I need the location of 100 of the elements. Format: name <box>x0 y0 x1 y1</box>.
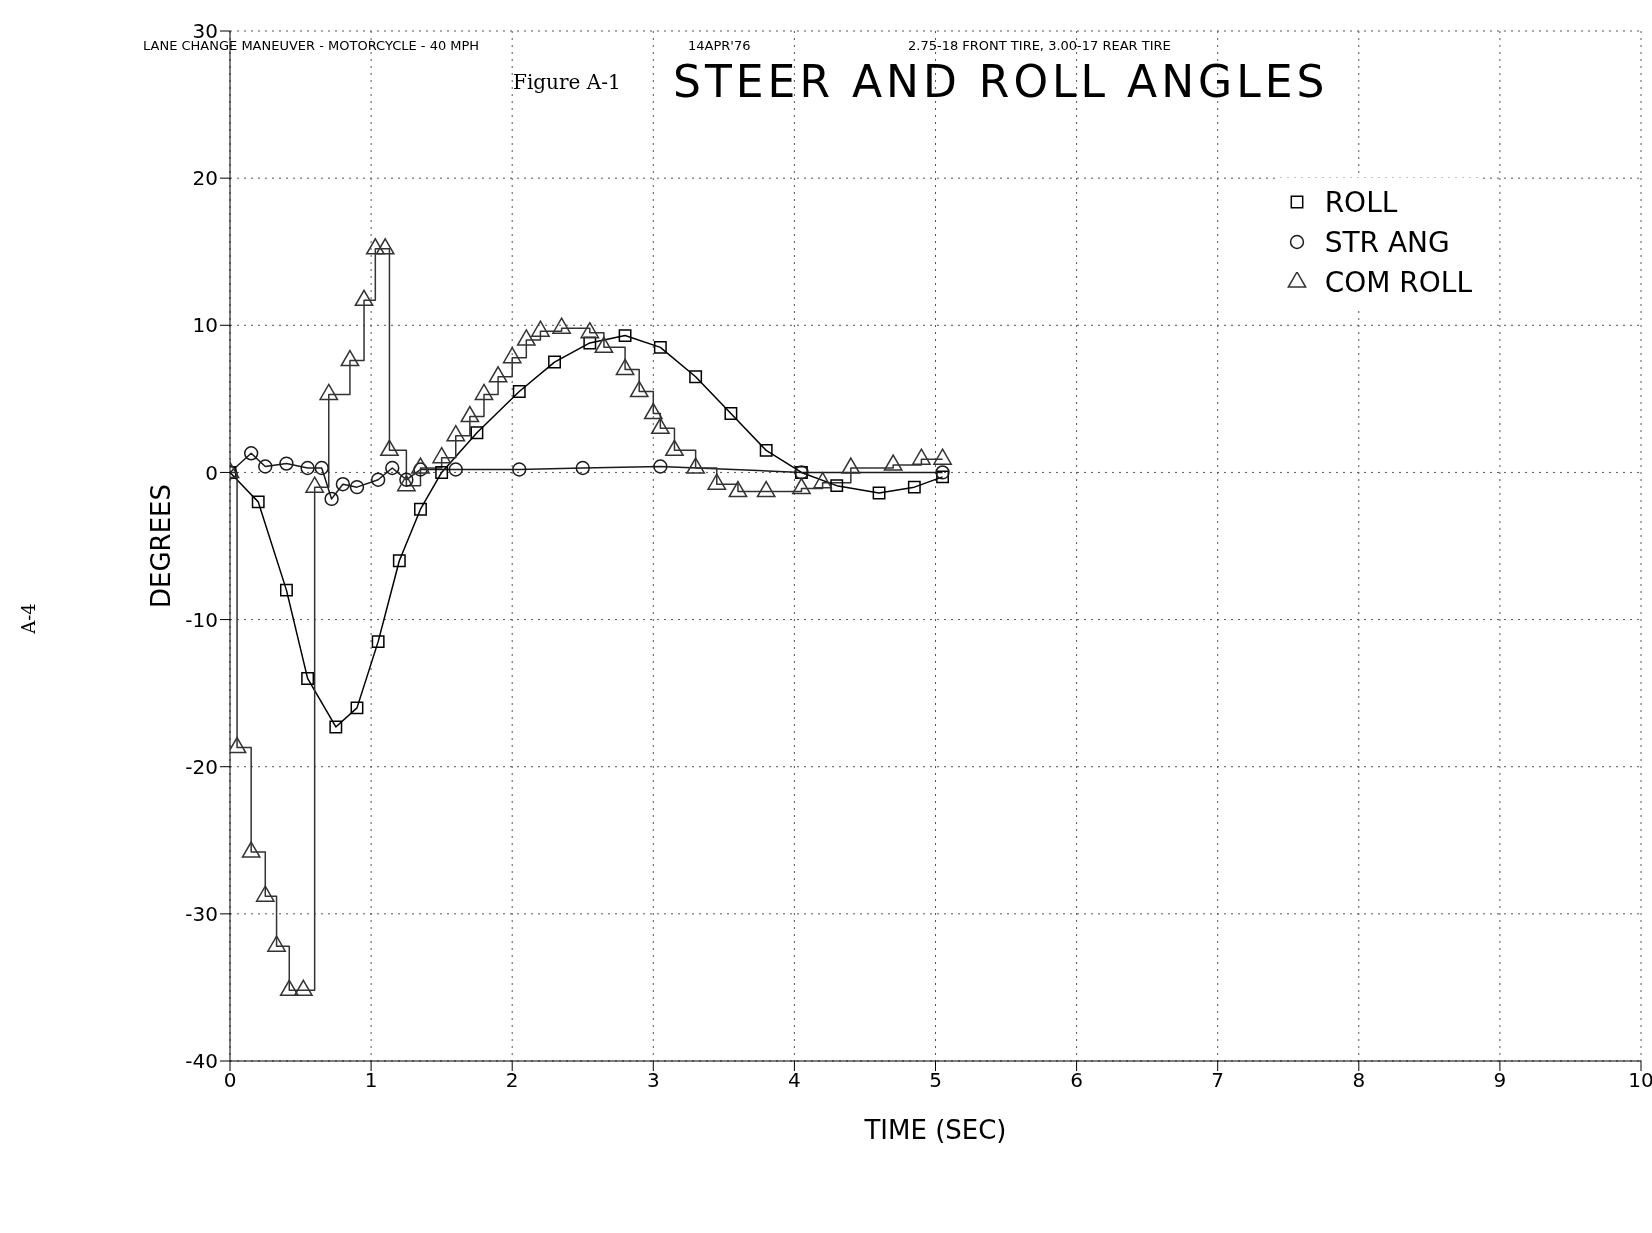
point <box>502 346 522 364</box>
point <box>911 448 931 465</box>
y-tick-label: -10 <box>185 607 218 632</box>
point <box>512 385 526 398</box>
point <box>512 462 527 477</box>
point <box>650 417 670 435</box>
point <box>756 480 776 498</box>
x-tick-label: 9 <box>1493 1068 1507 1093</box>
annotation: 2.75-18 FRONT TIRE, 3.00-17 REAR TIRE <box>908 38 1171 53</box>
x-tick-label: 1 <box>364 1068 378 1093</box>
y-tick-label: 10 <box>192 313 218 338</box>
point <box>629 380 649 398</box>
point <box>267 935 286 952</box>
point <box>583 336 597 350</box>
x-tick-label: 7 <box>1211 1068 1225 1093</box>
point <box>488 366 508 383</box>
point <box>350 701 364 715</box>
point <box>279 456 294 471</box>
point <box>531 320 550 337</box>
point <box>279 979 299 997</box>
point <box>935 465 950 480</box>
point <box>414 502 427 516</box>
point <box>258 459 273 474</box>
annotation: Figure A-1 <box>513 70 621 94</box>
x-axis-title: TIME (SEC) <box>863 1115 1007 1145</box>
point <box>653 459 668 474</box>
y-tick-label: -30 <box>185 901 218 926</box>
point <box>516 329 536 346</box>
point <box>813 471 833 489</box>
point <box>872 486 886 500</box>
point <box>446 424 466 442</box>
point <box>349 479 365 495</box>
point <box>883 454 903 471</box>
point <box>615 358 635 376</box>
point <box>830 479 844 493</box>
point <box>365 238 385 255</box>
text: A-4 <box>17 602 39 636</box>
point <box>907 480 921 494</box>
point <box>340 349 360 367</box>
point <box>448 462 463 477</box>
y-tick-label: -20 <box>185 754 218 779</box>
text: STEER AND ROLL ANGLES <box>673 56 1329 107</box>
point <box>370 472 386 487</box>
point <box>335 477 351 492</box>
point <box>301 671 315 685</box>
point <box>618 329 632 343</box>
point <box>759 443 773 457</box>
point <box>933 448 952 465</box>
point <box>329 720 343 734</box>
x-tick-label: 4 <box>788 1068 801 1093</box>
point <box>936 470 950 484</box>
y-tick-label: -40 <box>185 1049 218 1074</box>
point <box>385 460 400 476</box>
point <box>653 340 667 354</box>
point <box>371 635 385 649</box>
point <box>707 473 727 490</box>
point <box>665 439 684 457</box>
point <box>435 465 449 479</box>
x-tick-label: 2 <box>505 1068 519 1093</box>
x-tick-label: 3 <box>646 1068 660 1093</box>
point <box>293 979 313 997</box>
point <box>251 495 265 509</box>
point <box>396 474 416 492</box>
point <box>432 446 452 464</box>
point <box>375 238 395 255</box>
point <box>380 439 399 457</box>
point <box>255 885 275 902</box>
point <box>724 407 738 421</box>
x-tick-label: 8 <box>1352 1068 1366 1093</box>
point <box>392 554 406 568</box>
point <box>643 402 663 420</box>
point <box>689 370 703 384</box>
annotation: 14APR'76 <box>688 38 751 53</box>
point <box>324 491 339 507</box>
x-tick-label: 10 <box>1628 1068 1652 1093</box>
point <box>548 355 561 369</box>
point <box>686 457 706 474</box>
point <box>728 480 748 498</box>
y-tick-label: 20 <box>192 166 218 191</box>
point <box>411 457 430 474</box>
point <box>241 841 261 858</box>
point <box>594 336 614 354</box>
point <box>470 426 484 440</box>
point <box>841 457 861 474</box>
x-tick-label: 5 <box>929 1068 942 1093</box>
point <box>474 383 494 401</box>
point <box>279 583 293 597</box>
point <box>305 476 325 493</box>
point <box>300 460 315 476</box>
point <box>580 321 600 339</box>
legend-label: ROLL <box>1324 185 1398 219</box>
y-axis-title: DEGREES <box>146 483 177 609</box>
point <box>243 446 259 461</box>
point <box>575 460 590 476</box>
point <box>792 477 811 495</box>
y-tick-label: 0 <box>205 460 218 485</box>
legend-label: COM ROLL <box>1324 265 1472 299</box>
point <box>319 383 339 401</box>
point <box>314 460 329 476</box>
legend-label: STR ANG <box>1324 225 1450 259</box>
